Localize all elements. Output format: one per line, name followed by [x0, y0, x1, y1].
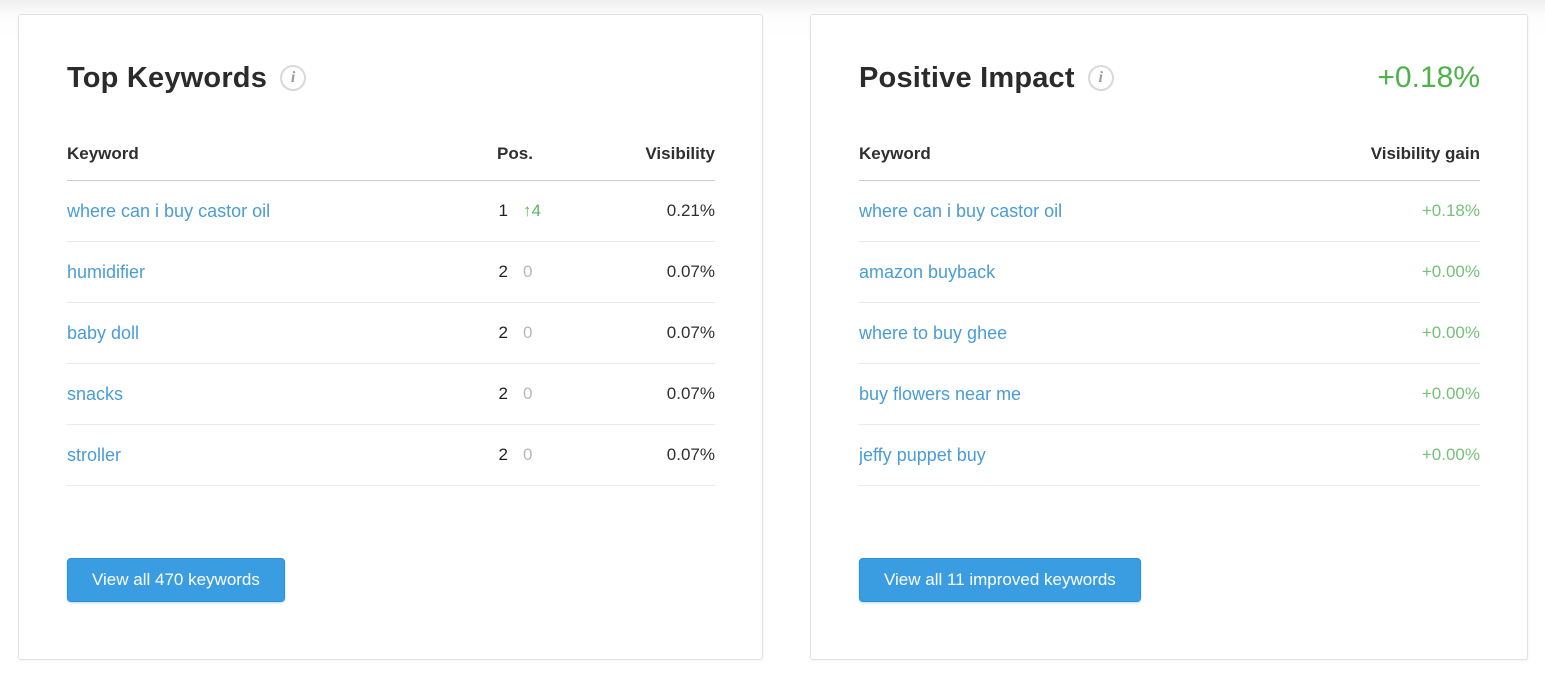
top-keywords-table: Keyword Pos. Visibility where can i buy … [67, 144, 715, 486]
position-change: 0 [523, 323, 533, 342]
top-keywords-header: Top Keywords i [67, 59, 715, 97]
position-change: ↑4 [523, 201, 541, 220]
positive-impact-table: Keyword Visibility gain where can i buy … [859, 144, 1480, 486]
keyword-link[interactable]: where can i buy castor oil [859, 200, 1063, 221]
position-change: 0 [523, 262, 533, 281]
table-header-row: Keyword Pos. Visibility [67, 144, 715, 181]
table-row: humidifier 2 0 0.07% [67, 242, 715, 303]
keyword-link[interactable]: jeffy puppet buy [859, 444, 986, 465]
table-row: where can i buy castor oil +0.18% [859, 181, 1480, 242]
table-row: buy flowers near me +0.00% [859, 364, 1480, 425]
positive-impact-card: Positive Impact i +0.18% Keyword Visibil… [810, 14, 1528, 660]
table-row: snacks 2 0 0.07% [67, 364, 715, 425]
table-row: jeffy puppet buy +0.00% [859, 425, 1480, 486]
visibility-value: 0.21% [666, 201, 715, 220]
keyword-link[interactable]: buy flowers near me [859, 383, 1022, 404]
table-body: where can i buy castor oil 1 ↑4 0.21% hu… [67, 181, 715, 486]
info-icon[interactable]: i [1087, 65, 1114, 91]
keyword-link[interactable]: baby doll [67, 322, 140, 343]
column-header-pos: Pos. [497, 144, 533, 163]
total-visibility-gain: +0.18% [1377, 61, 1480, 94]
table-row: where can i buy castor oil 1 ↑4 0.21% [67, 181, 715, 242]
keyword-link[interactable]: stroller [67, 444, 122, 465]
column-header-keyword: Keyword [67, 144, 139, 163]
info-icon[interactable]: i [280, 65, 307, 91]
table-row: where to buy ghee +0.00% [859, 303, 1480, 364]
view-all-keywords-button[interactable]: View all 470 keywords [67, 558, 285, 602]
keyword-link[interactable]: humidifier [67, 261, 146, 282]
view-all-improved-keywords-button[interactable]: View all 11 improved keywords [859, 558, 1141, 602]
column-header-visibility: Visibility [645, 144, 715, 163]
position-value: 2 [498, 262, 508, 281]
keyword-link[interactable]: where can i buy castor oil [67, 200, 271, 221]
visibility-value: 0.07% [666, 262, 715, 281]
keyword-link[interactable]: snacks [67, 383, 124, 404]
table-row: amazon buyback +0.00% [859, 242, 1480, 303]
visibility-gain-value: +0.18% [1421, 201, 1480, 220]
table-header-row: Keyword Visibility gain [859, 144, 1480, 181]
visibility-value: 0.07% [666, 323, 715, 342]
column-header-keyword: Keyword [859, 144, 931, 163]
position-change: 0 [523, 384, 533, 403]
keyword-link[interactable]: where to buy ghee [859, 322, 1008, 343]
position-value: 2 [498, 323, 508, 342]
position-value: 2 [498, 445, 508, 464]
visibility-value: 0.07% [666, 445, 715, 464]
visibility-gain-value: +0.00% [1421, 262, 1480, 281]
visibility-gain-value: +0.00% [1421, 323, 1480, 342]
position-value: 2 [498, 384, 508, 403]
top-keywords-card: Top Keywords i Keyword Pos. Visibility w… [18, 14, 763, 660]
table-body: where can i buy castor oil +0.18% amazon… [859, 181, 1480, 486]
positive-impact-title: Positive Impact [859, 61, 1075, 94]
visibility-value: 0.07% [666, 384, 715, 403]
column-header-visibility-gain: Visibility gain [1370, 144, 1480, 163]
keyword-link[interactable]: amazon buyback [859, 261, 996, 282]
visibility-gain-value: +0.00% [1421, 384, 1480, 403]
table-row: baby doll 2 0 0.07% [67, 303, 715, 364]
visibility-gain-value: +0.00% [1421, 445, 1480, 464]
top-keywords-title: Top Keywords [67, 61, 268, 94]
position-change: 0 [523, 445, 533, 464]
table-row: stroller 2 0 0.07% [67, 425, 715, 486]
position-value: 1 [498, 201, 508, 220]
positive-impact-header: Positive Impact i +0.18% [859, 59, 1480, 97]
